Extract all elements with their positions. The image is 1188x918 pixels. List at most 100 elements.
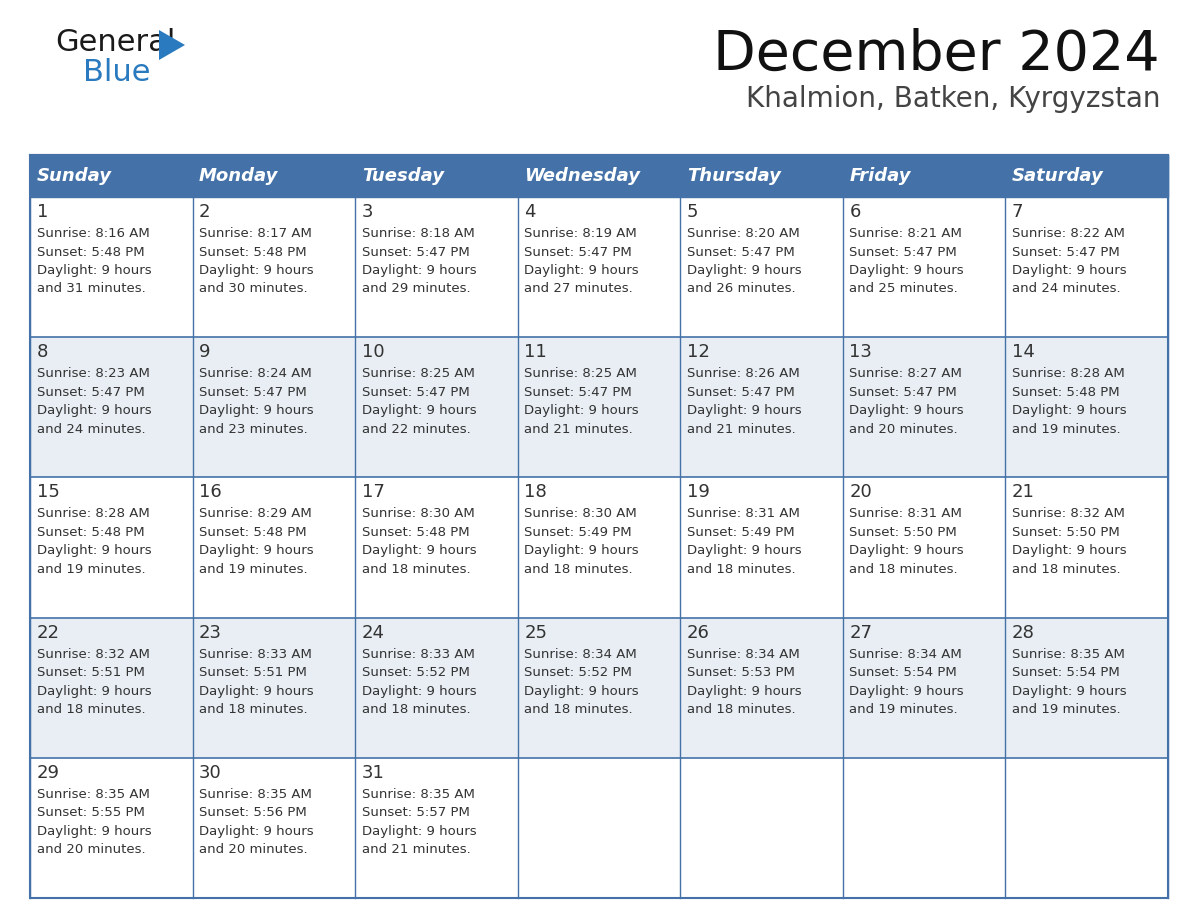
- Text: Sunset: 5:47 PM: Sunset: 5:47 PM: [200, 386, 307, 398]
- Text: Wednesday: Wednesday: [524, 167, 640, 185]
- Text: 7: 7: [1012, 203, 1023, 221]
- Text: Sunrise: 8:23 AM: Sunrise: 8:23 AM: [37, 367, 150, 380]
- Text: Sunset: 5:50 PM: Sunset: 5:50 PM: [1012, 526, 1119, 539]
- Text: and 18 minutes.: and 18 minutes.: [37, 703, 145, 716]
- Text: Sunrise: 8:30 AM: Sunrise: 8:30 AM: [524, 508, 637, 521]
- Text: Sunrise: 8:25 AM: Sunrise: 8:25 AM: [524, 367, 637, 380]
- Bar: [518, 197, 681, 337]
- Bar: [30, 155, 1168, 898]
- Text: and 19 minutes.: and 19 minutes.: [849, 703, 958, 716]
- Text: Friday: Friday: [849, 167, 911, 185]
- Text: Daylight: 9 hours: Daylight: 9 hours: [361, 404, 476, 417]
- Text: and 25 minutes.: and 25 minutes.: [849, 283, 958, 296]
- Bar: [518, 477, 681, 618]
- Text: 30: 30: [200, 764, 222, 782]
- Text: Daylight: 9 hours: Daylight: 9 hours: [37, 544, 151, 557]
- Bar: [30, 757, 192, 898]
- Text: Sunrise: 8:33 AM: Sunrise: 8:33 AM: [361, 647, 474, 661]
- Text: 15: 15: [37, 484, 59, 501]
- Text: Sunset: 5:47 PM: Sunset: 5:47 PM: [1012, 245, 1119, 259]
- Text: Sunrise: 8:31 AM: Sunrise: 8:31 AM: [687, 508, 800, 521]
- Text: Daylight: 9 hours: Daylight: 9 hours: [524, 685, 639, 698]
- Text: Sunset: 5:48 PM: Sunset: 5:48 PM: [37, 245, 144, 259]
- Text: Sunset: 5:47 PM: Sunset: 5:47 PM: [361, 386, 469, 398]
- Text: Sunrise: 8:27 AM: Sunrise: 8:27 AM: [849, 367, 962, 380]
- Text: Sunset: 5:48 PM: Sunset: 5:48 PM: [361, 526, 469, 539]
- Text: Daylight: 9 hours: Daylight: 9 hours: [687, 404, 802, 417]
- Bar: [1005, 337, 1168, 477]
- Text: Sunrise: 8:28 AM: Sunrise: 8:28 AM: [1012, 367, 1125, 380]
- Text: Sunset: 5:47 PM: Sunset: 5:47 PM: [524, 386, 632, 398]
- Text: 19: 19: [687, 484, 709, 501]
- Text: Sunset: 5:47 PM: Sunset: 5:47 PM: [361, 245, 469, 259]
- Bar: [681, 155, 842, 197]
- Text: Daylight: 9 hours: Daylight: 9 hours: [849, 404, 963, 417]
- Text: 4: 4: [524, 203, 536, 221]
- Text: 26: 26: [687, 623, 709, 642]
- Text: and 18 minutes.: and 18 minutes.: [524, 563, 633, 576]
- Bar: [355, 757, 518, 898]
- Text: and 22 minutes.: and 22 minutes.: [361, 422, 470, 436]
- Bar: [355, 477, 518, 618]
- Text: and 24 minutes.: and 24 minutes.: [37, 422, 145, 436]
- Text: 5: 5: [687, 203, 699, 221]
- Text: Sunrise: 8:33 AM: Sunrise: 8:33 AM: [200, 647, 312, 661]
- Bar: [30, 197, 192, 337]
- Text: Daylight: 9 hours: Daylight: 9 hours: [1012, 264, 1126, 277]
- Text: Sunrise: 8:28 AM: Sunrise: 8:28 AM: [37, 508, 150, 521]
- Text: 29: 29: [37, 764, 59, 782]
- Text: Daylight: 9 hours: Daylight: 9 hours: [524, 544, 639, 557]
- Text: Sunrise: 8:20 AM: Sunrise: 8:20 AM: [687, 227, 800, 240]
- Text: and 19 minutes.: and 19 minutes.: [37, 563, 145, 576]
- Text: and 19 minutes.: and 19 minutes.: [200, 563, 308, 576]
- Text: Sunset: 5:49 PM: Sunset: 5:49 PM: [687, 526, 795, 539]
- Text: and 26 minutes.: and 26 minutes.: [687, 283, 796, 296]
- Text: and 21 minutes.: and 21 minutes.: [524, 422, 633, 436]
- Text: Tuesday: Tuesday: [361, 167, 443, 185]
- Text: and 27 minutes.: and 27 minutes.: [524, 283, 633, 296]
- Text: Khalmion, Batken, Kyrgyzstan: Khalmion, Batken, Kyrgyzstan: [746, 85, 1159, 113]
- Text: Sunrise: 8:35 AM: Sunrise: 8:35 AM: [1012, 647, 1125, 661]
- Bar: [518, 618, 681, 757]
- Text: and 20 minutes.: and 20 minutes.: [849, 422, 958, 436]
- Text: Daylight: 9 hours: Daylight: 9 hours: [849, 544, 963, 557]
- Text: and 30 minutes.: and 30 minutes.: [200, 283, 308, 296]
- Text: Sunrise: 8:34 AM: Sunrise: 8:34 AM: [849, 647, 962, 661]
- Text: 28: 28: [1012, 623, 1035, 642]
- Text: and 18 minutes.: and 18 minutes.: [687, 703, 796, 716]
- Bar: [355, 618, 518, 757]
- Bar: [192, 155, 355, 197]
- Text: 20: 20: [849, 484, 872, 501]
- Text: Sunset: 5:47 PM: Sunset: 5:47 PM: [37, 386, 144, 398]
- Text: Sunset: 5:53 PM: Sunset: 5:53 PM: [687, 666, 795, 679]
- Bar: [1005, 477, 1168, 618]
- Text: Daylight: 9 hours: Daylight: 9 hours: [361, 824, 476, 838]
- Text: Monday: Monday: [200, 167, 278, 185]
- Bar: [30, 337, 192, 477]
- Text: and 24 minutes.: and 24 minutes.: [1012, 283, 1120, 296]
- Bar: [681, 477, 842, 618]
- Text: Daylight: 9 hours: Daylight: 9 hours: [524, 404, 639, 417]
- Text: 2: 2: [200, 203, 210, 221]
- Text: Daylight: 9 hours: Daylight: 9 hours: [37, 824, 151, 838]
- Text: 22: 22: [37, 623, 59, 642]
- Bar: [518, 337, 681, 477]
- Text: and 21 minutes.: and 21 minutes.: [687, 422, 796, 436]
- Bar: [192, 197, 355, 337]
- Text: Daylight: 9 hours: Daylight: 9 hours: [524, 264, 639, 277]
- Text: Daylight: 9 hours: Daylight: 9 hours: [687, 685, 802, 698]
- Text: Sunset: 5:47 PM: Sunset: 5:47 PM: [849, 245, 958, 259]
- Bar: [842, 757, 1005, 898]
- Text: Sunday: Sunday: [37, 167, 112, 185]
- Text: Sunrise: 8:30 AM: Sunrise: 8:30 AM: [361, 508, 474, 521]
- Text: Sunset: 5:48 PM: Sunset: 5:48 PM: [200, 245, 307, 259]
- Bar: [192, 618, 355, 757]
- Text: Sunset: 5:54 PM: Sunset: 5:54 PM: [1012, 666, 1119, 679]
- Text: and 19 minutes.: and 19 minutes.: [1012, 703, 1120, 716]
- Text: General: General: [55, 28, 176, 57]
- Bar: [355, 197, 518, 337]
- Text: Daylight: 9 hours: Daylight: 9 hours: [200, 264, 314, 277]
- Bar: [355, 337, 518, 477]
- Text: 8: 8: [37, 343, 48, 361]
- Text: 31: 31: [361, 764, 385, 782]
